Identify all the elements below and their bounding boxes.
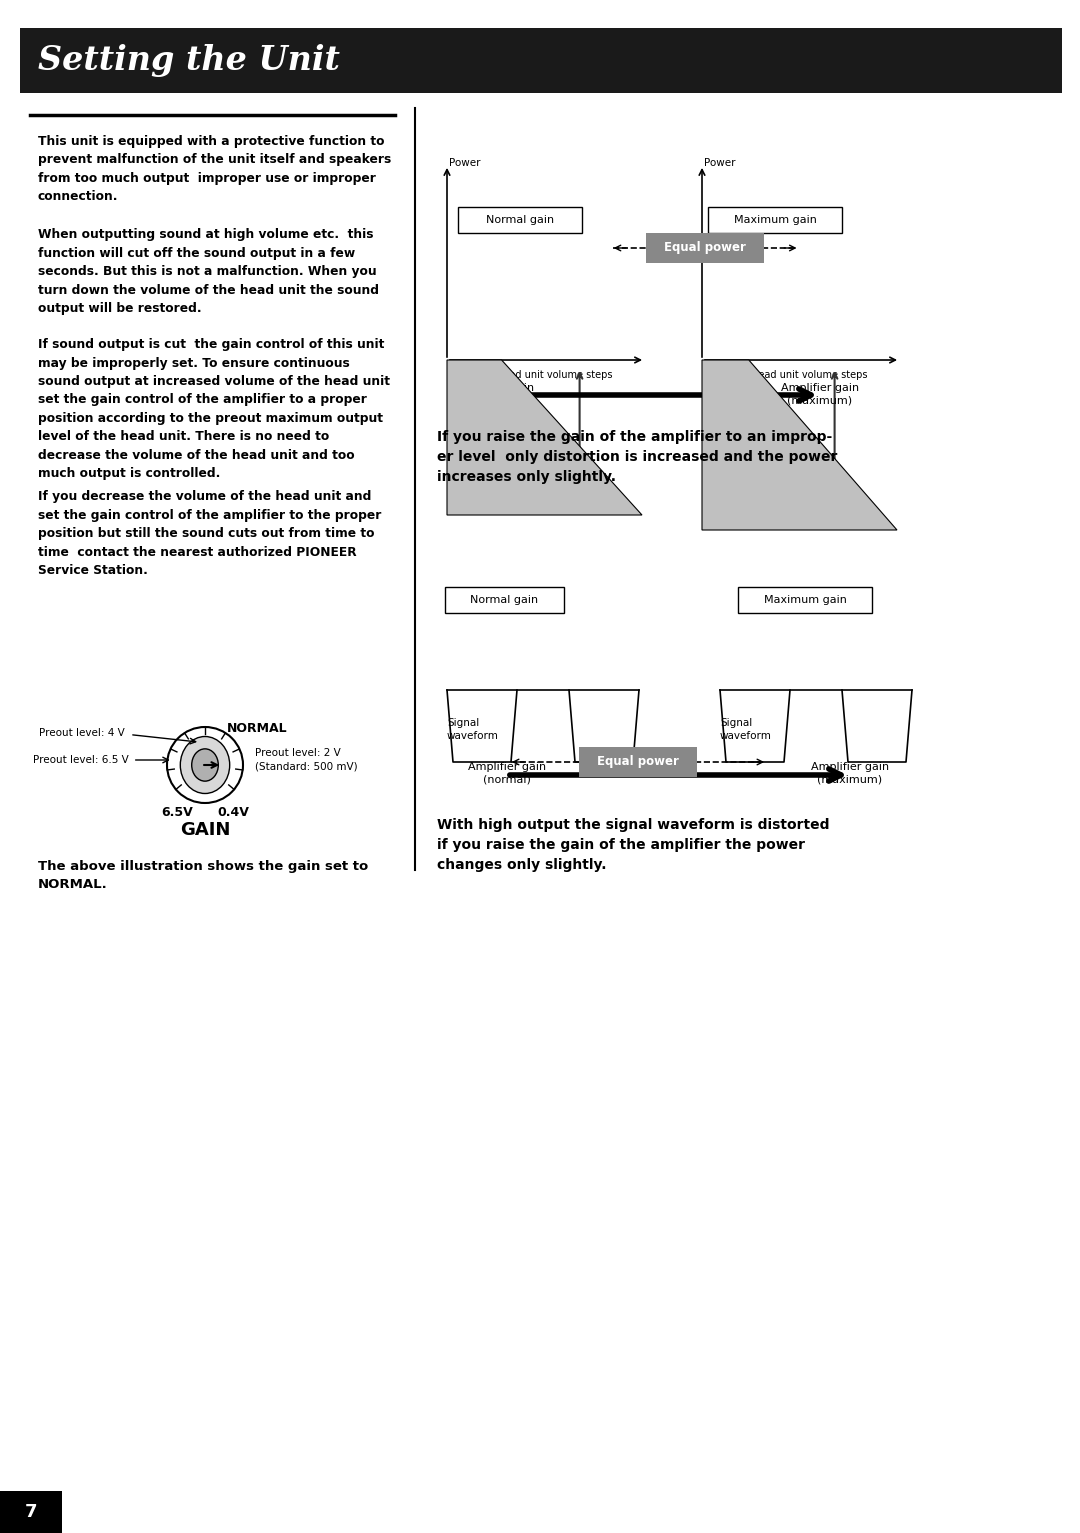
Text: 0.4V: 0.4V (217, 805, 248, 819)
Text: Head unit volume steps: Head unit volume steps (496, 369, 612, 380)
Text: Preout level: 6.5 V: Preout level: 6.5 V (33, 754, 129, 765)
Text: Signal
waveform: Signal waveform (447, 717, 499, 740)
Polygon shape (447, 360, 642, 515)
Text: Maximum gain: Maximum gain (733, 215, 816, 225)
FancyBboxPatch shape (458, 207, 582, 233)
Text: Setting the Unit: Setting the Unit (38, 44, 340, 77)
Text: NORMAL.: NORMAL. (38, 878, 108, 891)
FancyBboxPatch shape (708, 207, 842, 233)
Text: Preout level: 4 V: Preout level: 4 V (39, 728, 125, 737)
Text: When outputting sound at high volume etc.  this
function will cut off the sound : When outputting sound at high volume etc… (38, 228, 379, 314)
FancyBboxPatch shape (579, 747, 697, 777)
Text: If you decrease the volume of the head unit and
set the gain control of the ampl: If you decrease the volume of the head u… (38, 491, 381, 576)
Bar (21, 28, 1062, 94)
Text: Signal
waveform: Signal waveform (720, 717, 772, 740)
Text: 7: 7 (25, 1502, 37, 1521)
Text: Power: Power (449, 158, 481, 169)
Text: Amplifier gain
(normal): Amplifier gain (normal) (456, 383, 535, 405)
Text: Normal gain: Normal gain (470, 595, 538, 606)
FancyBboxPatch shape (738, 587, 872, 613)
Text: 6.5V: 6.5V (161, 805, 193, 819)
Text: Normal gain: Normal gain (486, 215, 554, 225)
Text: Amplifier gain
(maximum): Amplifier gain (maximum) (781, 383, 859, 405)
Text: NORMAL: NORMAL (227, 722, 287, 734)
Text: This unit is equipped with a protective function to
prevent malfunction of the u: This unit is equipped with a protective … (38, 135, 391, 204)
Text: Power: Power (704, 158, 735, 169)
Text: If sound output is cut  the gain control of this unit
may be improperly set. To : If sound output is cut the gain control … (38, 337, 390, 480)
Text: Head unit volume steps: Head unit volume steps (751, 369, 867, 380)
Ellipse shape (180, 736, 230, 794)
Text: Equal power: Equal power (664, 242, 746, 254)
FancyBboxPatch shape (646, 233, 765, 264)
Text: Preout level: 2 V
(Standard: 500 mV): Preout level: 2 V (Standard: 500 mV) (255, 748, 357, 771)
Text: With high output the signal waveform is distorted
if you raise the gain of the a: With high output the signal waveform is … (437, 819, 829, 872)
Polygon shape (702, 360, 897, 530)
Text: Amplifier gain
(maximum): Amplifier gain (maximum) (811, 762, 889, 785)
FancyBboxPatch shape (445, 587, 564, 613)
Text: Amplifier gain
(normal): Amplifier gain (normal) (468, 762, 546, 785)
Ellipse shape (192, 748, 218, 782)
Text: The above illustration shows the gain set to: The above illustration shows the gain se… (38, 860, 368, 872)
Text: Equal power: Equal power (597, 756, 679, 768)
Bar (0, 1492, 62, 1533)
Text: If you raise the gain of the amplifier to an improp-
er level  only distortion i: If you raise the gain of the amplifier t… (437, 429, 837, 484)
Text: GAIN: GAIN (179, 822, 230, 839)
Text: Maximum gain: Maximum gain (764, 595, 847, 606)
